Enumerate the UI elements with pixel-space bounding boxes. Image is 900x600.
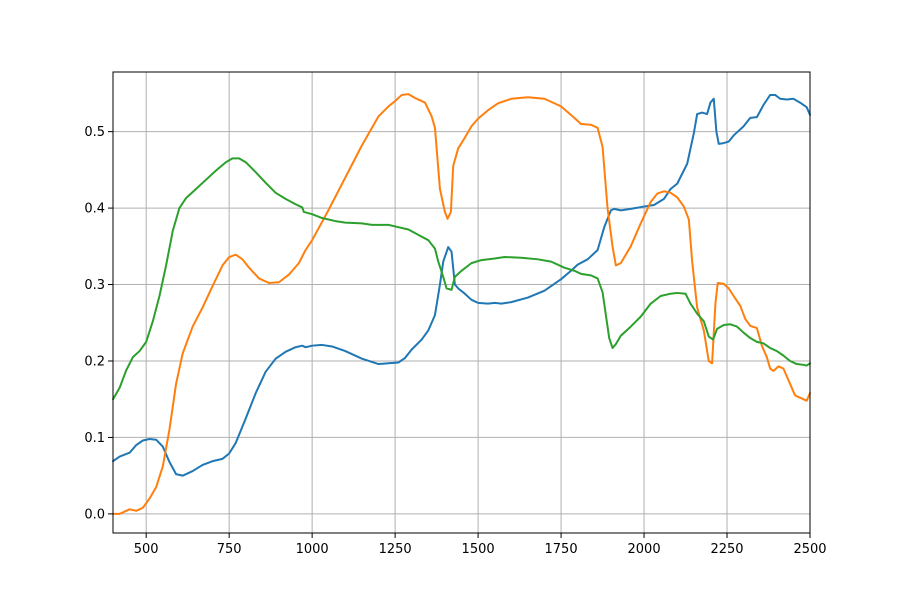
y-tick-label: 0.1 — [84, 431, 105, 446]
y-tick-label: 0.3 — [84, 278, 105, 293]
x-tick-label: 500 — [134, 542, 159, 557]
x-tick-label: 1750 — [545, 542, 578, 557]
x-tick-label: 1500 — [462, 542, 495, 557]
y-tick-label: 0.5 — [84, 125, 105, 140]
series-line-1 — [112, 93, 811, 477]
x-tick-label: 2500 — [793, 542, 826, 557]
series-line-3 — [112, 157, 811, 401]
y-tick-label: 0.4 — [84, 202, 105, 217]
x-tick-label: 2250 — [710, 542, 743, 557]
x-tick-label: 1000 — [296, 542, 329, 557]
x-tick-label: 750 — [217, 542, 242, 557]
tick-labels: 500 750 1000 1250 1500 1750 2000 2250 2500 0.0 0.1… — [84, 125, 826, 557]
series-group — [112, 93, 811, 515]
y-tick-label: 0.2 — [84, 354, 105, 369]
x-tick-label: 1250 — [379, 542, 412, 557]
axes — [108, 71, 811, 538]
series-line-2 — [112, 93, 811, 515]
x-tick-label: 2000 — [628, 542, 661, 557]
y-tick-label: 0.0 — [84, 507, 105, 522]
plot-frame — [112, 71, 811, 534]
